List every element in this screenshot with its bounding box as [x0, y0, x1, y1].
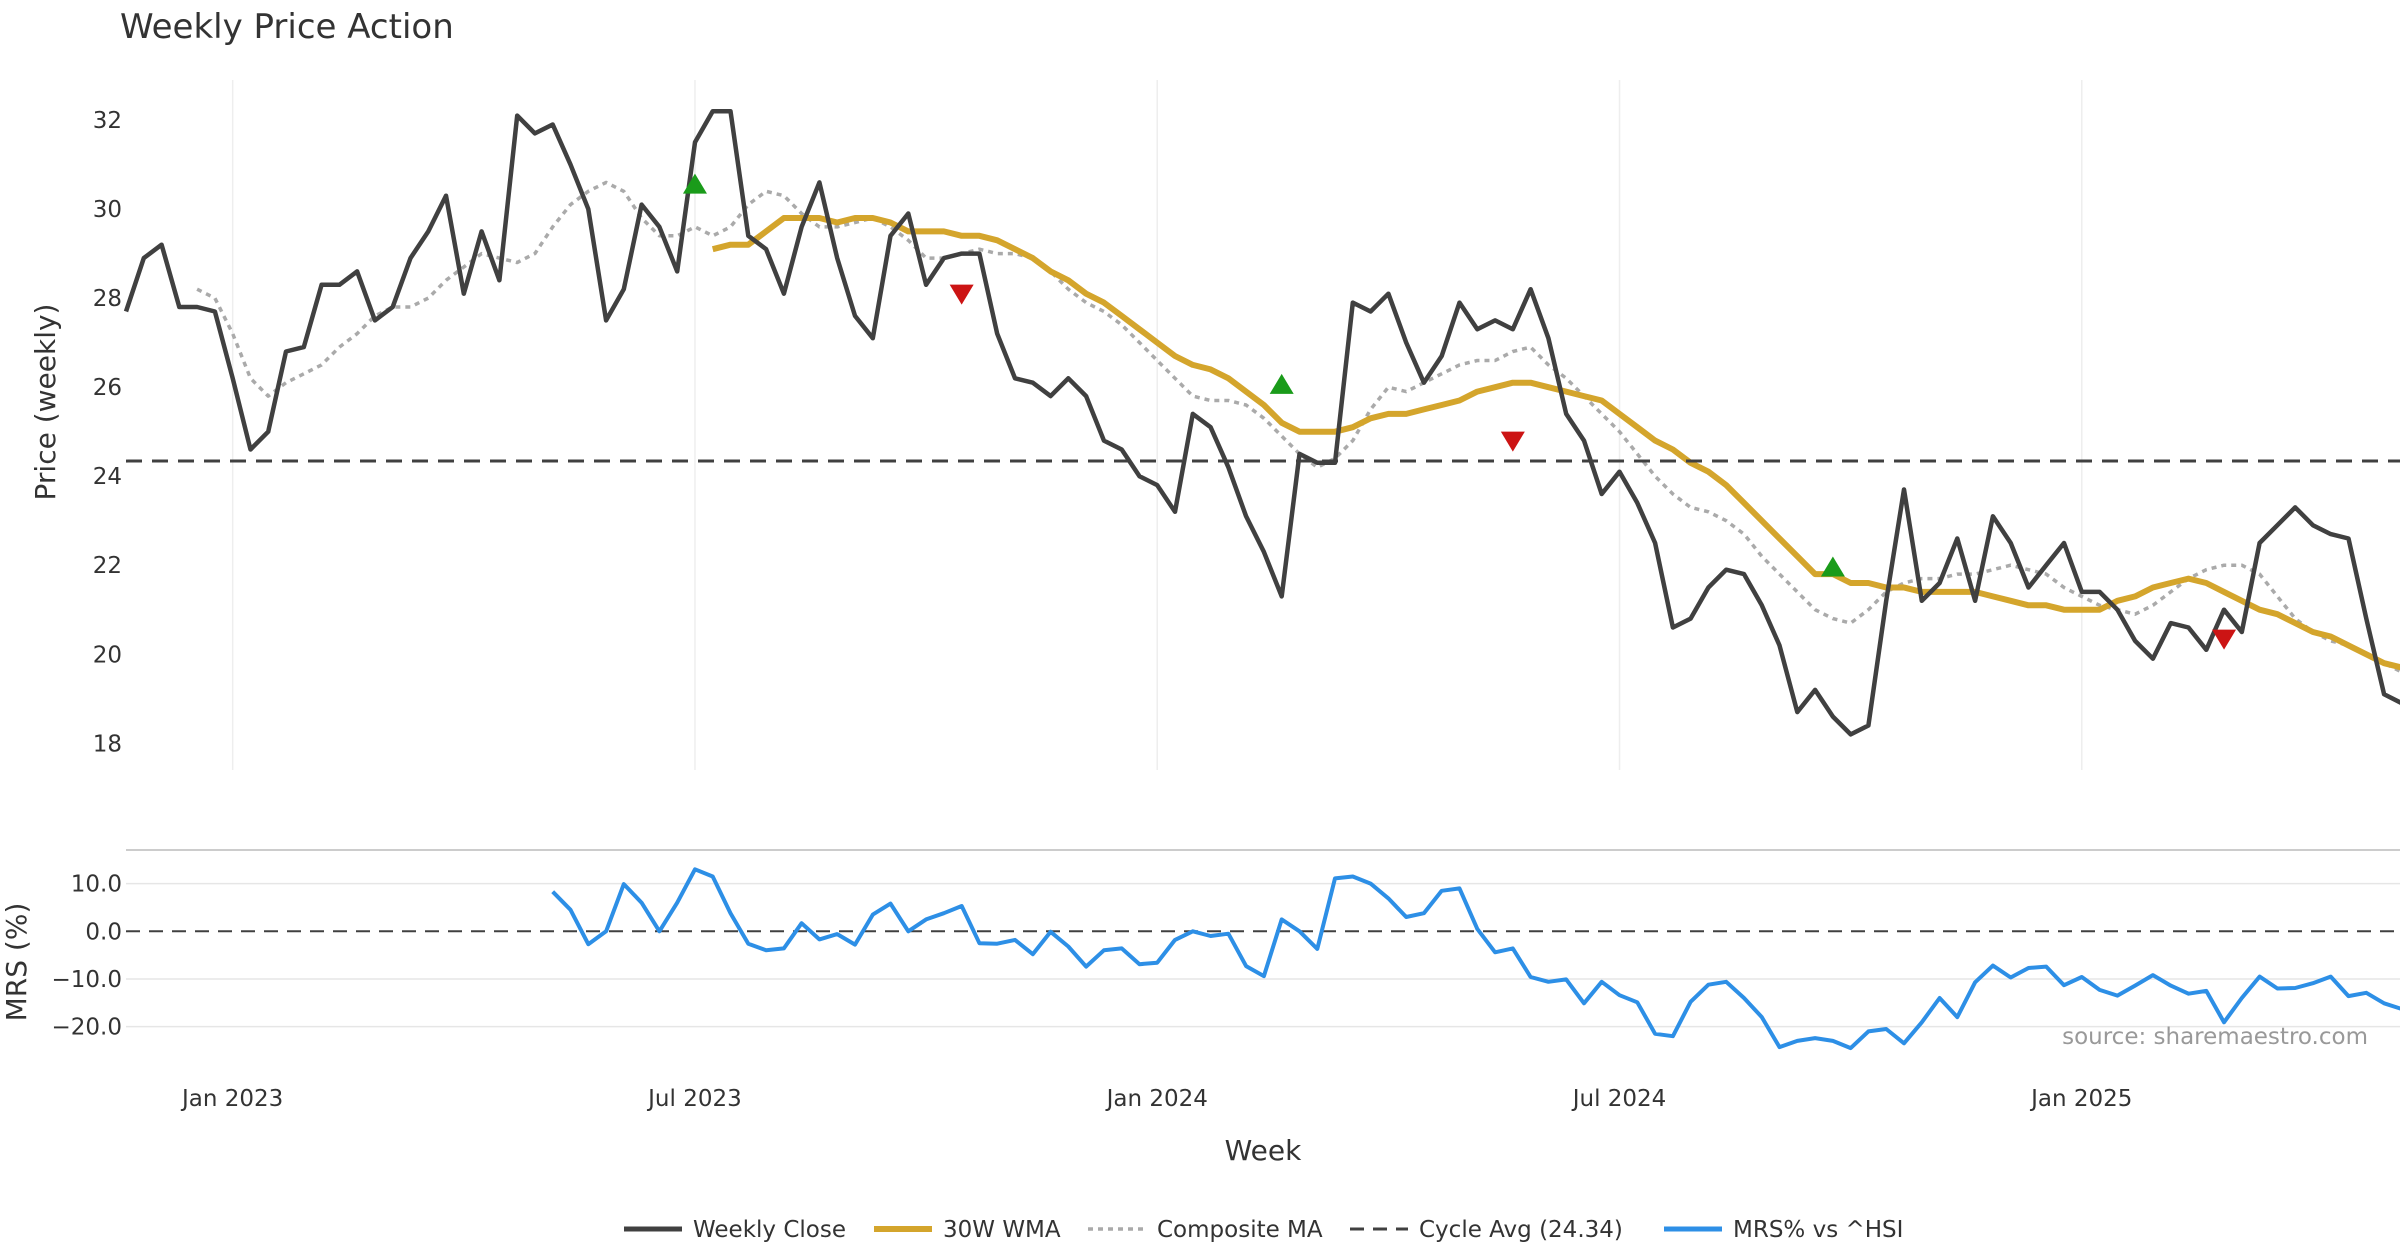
x-tick-label: Jul 2024 [1571, 1086, 1667, 1112]
mrs-y-tick-label: −10.0 [52, 967, 122, 993]
price-grid [231, 80, 2083, 770]
price-series-group [123, 108, 2400, 737]
price-y-tick-label: 30 [93, 197, 122, 223]
signal-markers [682, 173, 2237, 650]
30w-wma-line [711, 215, 2400, 671]
x-tick-label: Jan 2024 [1105, 1086, 1208, 1112]
legend-label-cycle-avg-24-34: Cycle Avg (24.34) [1419, 1217, 1623, 1243]
mrs-y-tick-label: 0.0 [85, 919, 122, 945]
source-annotation: source: sharemaestro.com [2062, 1024, 2368, 1050]
price-y-axis-label: Price (weekly) [29, 304, 62, 501]
legend-label-weekly-close: Weekly Close [693, 1217, 846, 1243]
price-y-tick-label: 32 [93, 108, 122, 134]
mrs-y-tick-label: −20.0 [52, 1015, 122, 1041]
buy-signal-marker [1269, 373, 1294, 394]
buy-signal-marker [1820, 556, 1845, 577]
price-y-tick-label: 22 [93, 553, 122, 579]
legend-label-30w-wma: 30W WMA [943, 1217, 1061, 1243]
chart-title: Weekly Price Action [120, 7, 454, 47]
price-y-tick-label: 18 [93, 731, 122, 757]
x-tick-label: Jan 2025 [2029, 1086, 2132, 1112]
mrs-line [551, 867, 2400, 1051]
mrs-series-group [126, 867, 2400, 1051]
legend-label-mrs-vs-hsi: MRS% vs ^HSI [1733, 1217, 1903, 1243]
x-tick-label: Jul 2023 [646, 1086, 742, 1112]
buy-signal-marker [682, 173, 707, 194]
price-y-tick-label: 28 [93, 286, 122, 312]
mrs-y-tick-label: 10.0 [71, 872, 122, 898]
weekly-close-line [123, 108, 2400, 737]
sell-signal-marker [1500, 431, 1525, 452]
mrs-y-axis-label: MRS (%) [0, 903, 33, 1022]
price-y-tick-label: 20 [93, 642, 122, 668]
price-y-ticks: 18 20 22 24 26 28 30 32 [93, 108, 122, 757]
legend-label-composite-ma: Composite MA [1157, 1217, 1323, 1243]
sell-signal-marker [949, 284, 974, 305]
x-tick-label: Jan 2023 [180, 1086, 283, 1112]
x-ticks: Jan 2023 Jul 2023 Jan 2024 Jul 2024 Jan 2025… [180, 1086, 2132, 1112]
x-axis-label: Week [1225, 1134, 1302, 1167]
mrs-grid [126, 882, 2400, 1028]
mrs-y-ticks: 10.0 0.0 −10.0 −20.0 [52, 872, 122, 1041]
price-y-tick-label: 24 [93, 464, 122, 490]
sell-signal-marker [2212, 629, 2237, 650]
legend: Weekly Close 30W WMA Composite MA Cycle Avg… [624, 1217, 1903, 1243]
price-y-tick-label: 26 [93, 375, 122, 401]
